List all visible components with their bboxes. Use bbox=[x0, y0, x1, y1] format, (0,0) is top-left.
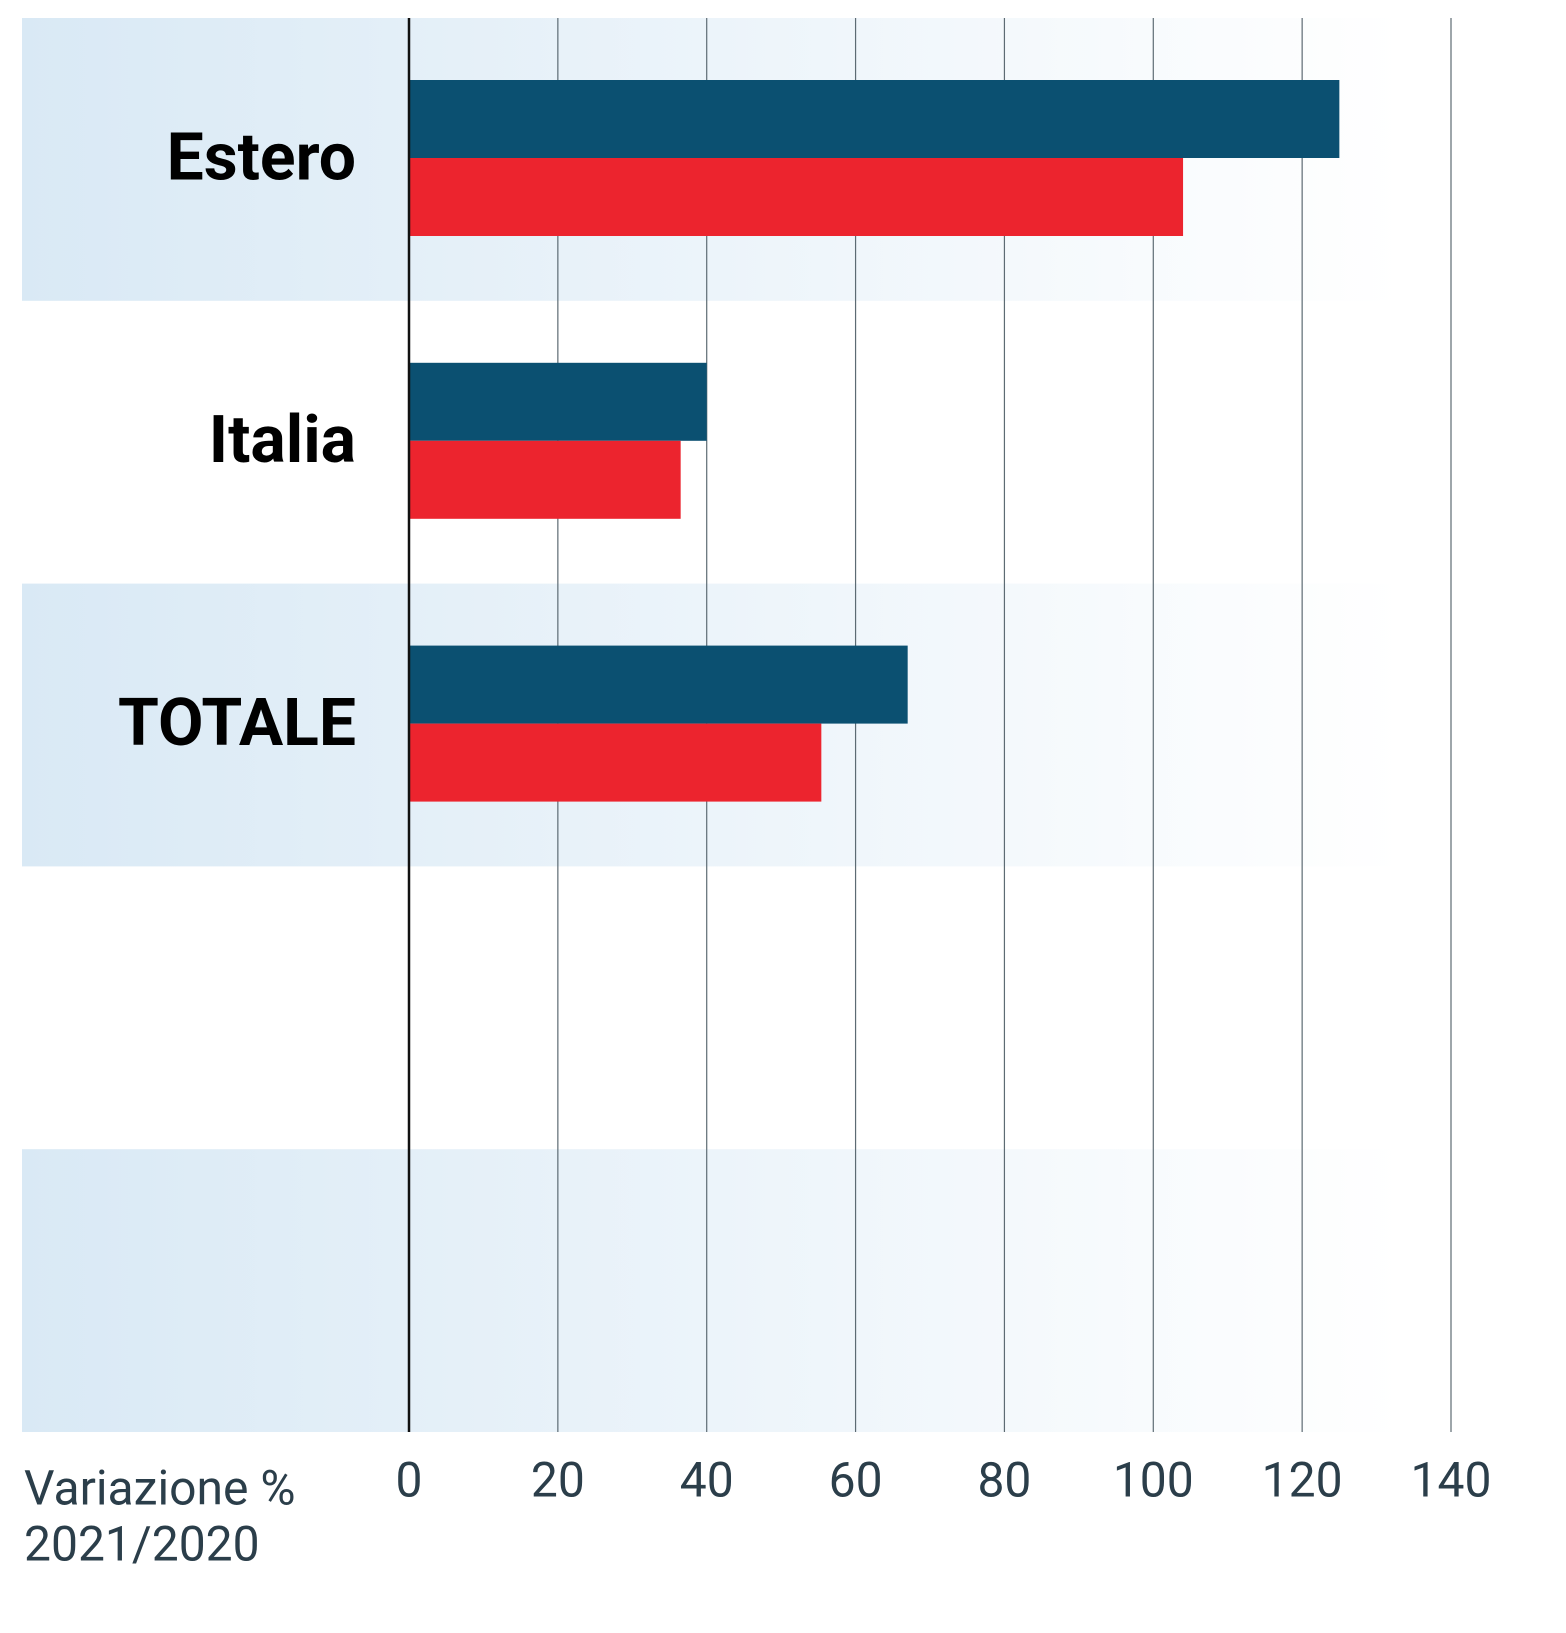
x-tick-label: 20 bbox=[531, 1452, 585, 1509]
category-label: Italia bbox=[209, 402, 356, 479]
x-tick-label: 40 bbox=[680, 1452, 734, 1509]
x-tick-label: 100 bbox=[1113, 1452, 1194, 1509]
x-tick-label: 140 bbox=[1411, 1452, 1492, 1509]
bar bbox=[409, 723, 822, 802]
x-axis-label: Variazione % bbox=[24, 1460, 296, 1517]
bar bbox=[409, 158, 1184, 236]
row-band bbox=[22, 1149, 1402, 1432]
x-tick-label: 0 bbox=[396, 1452, 423, 1509]
x-tick-label: 60 bbox=[829, 1452, 883, 1509]
x-tick-label: 120 bbox=[1262, 1452, 1343, 1509]
category-label: Estero bbox=[167, 119, 356, 196]
bar bbox=[409, 645, 908, 724]
bar bbox=[409, 440, 681, 519]
bar bbox=[409, 362, 707, 441]
bar bbox=[409, 80, 1340, 158]
x-tick-label: 80 bbox=[977, 1452, 1031, 1509]
x-axis-label: 2021/2020 bbox=[24, 1516, 260, 1573]
category-label: TOTALE bbox=[118, 685, 356, 762]
